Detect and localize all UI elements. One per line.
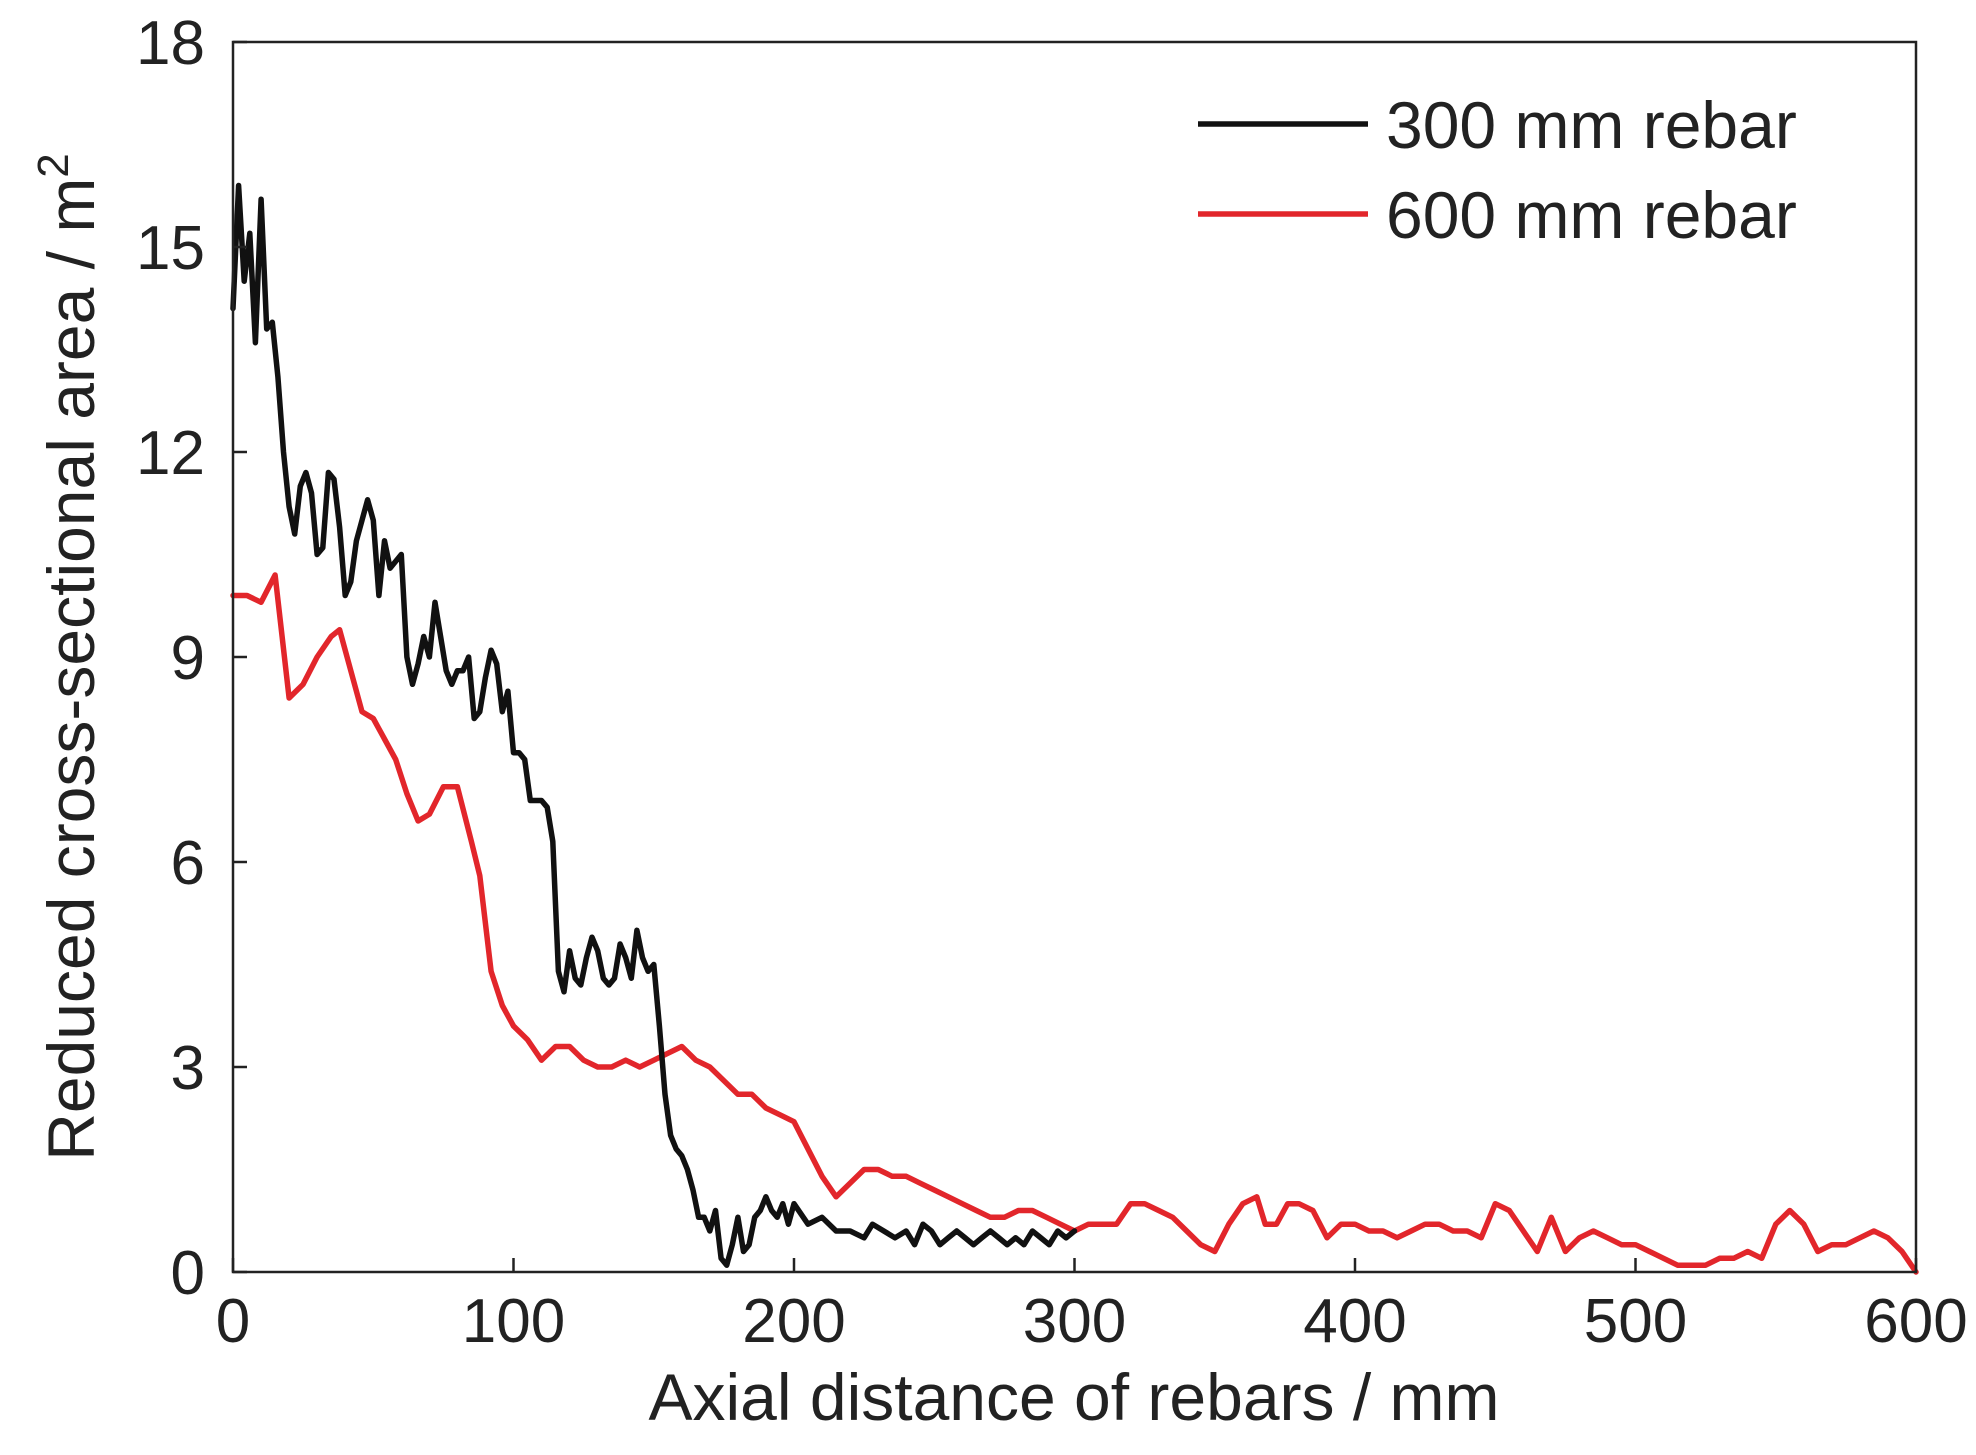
x-axis-ticks: 0 100 200 300 400 500 600 bbox=[216, 1258, 1968, 1356]
legend-label-600mm: 600 mm rebar bbox=[1386, 178, 1797, 252]
x-tick-label: 600 bbox=[1864, 1287, 1967, 1356]
y-axis-title-text: Reduced cross-sectional area / m bbox=[34, 178, 108, 1161]
series-line-600mm bbox=[230, 572, 1919, 1275]
y-tick-label: 15 bbox=[136, 214, 205, 283]
y-axis-title: Reduced cross-sectional area / m2 bbox=[29, 153, 108, 1161]
y-tick-label: 6 bbox=[171, 829, 205, 898]
series-layer bbox=[230, 182, 1919, 1275]
y-tick-label: 18 bbox=[136, 9, 205, 78]
y-axis-title-superscript: 2 bbox=[29, 153, 78, 177]
x-axis-title: Axial distance of rebars / mm bbox=[649, 1360, 1500, 1434]
y-tick-label: 9 bbox=[171, 624, 205, 693]
x-tick-label: 500 bbox=[1584, 1287, 1687, 1356]
y-tick-label: 0 bbox=[171, 1239, 205, 1308]
legend: 300 mm rebar 600 mm rebar bbox=[1198, 88, 1797, 252]
y-axis-ticks: 0 3 6 9 12 15 18 bbox=[136, 9, 247, 1308]
legend-label-300mm: 300 mm rebar bbox=[1386, 88, 1797, 162]
x-tick-label: 100 bbox=[462, 1287, 565, 1356]
x-tick-label: 200 bbox=[742, 1287, 845, 1356]
x-tick-label: 300 bbox=[1023, 1287, 1126, 1356]
series-line-300mm bbox=[230, 182, 1078, 1268]
y-tick-label: 12 bbox=[136, 419, 205, 488]
x-tick-label: 0 bbox=[216, 1287, 250, 1356]
y-tick-label: 3 bbox=[171, 1034, 205, 1103]
x-tick-label: 400 bbox=[1303, 1287, 1406, 1356]
